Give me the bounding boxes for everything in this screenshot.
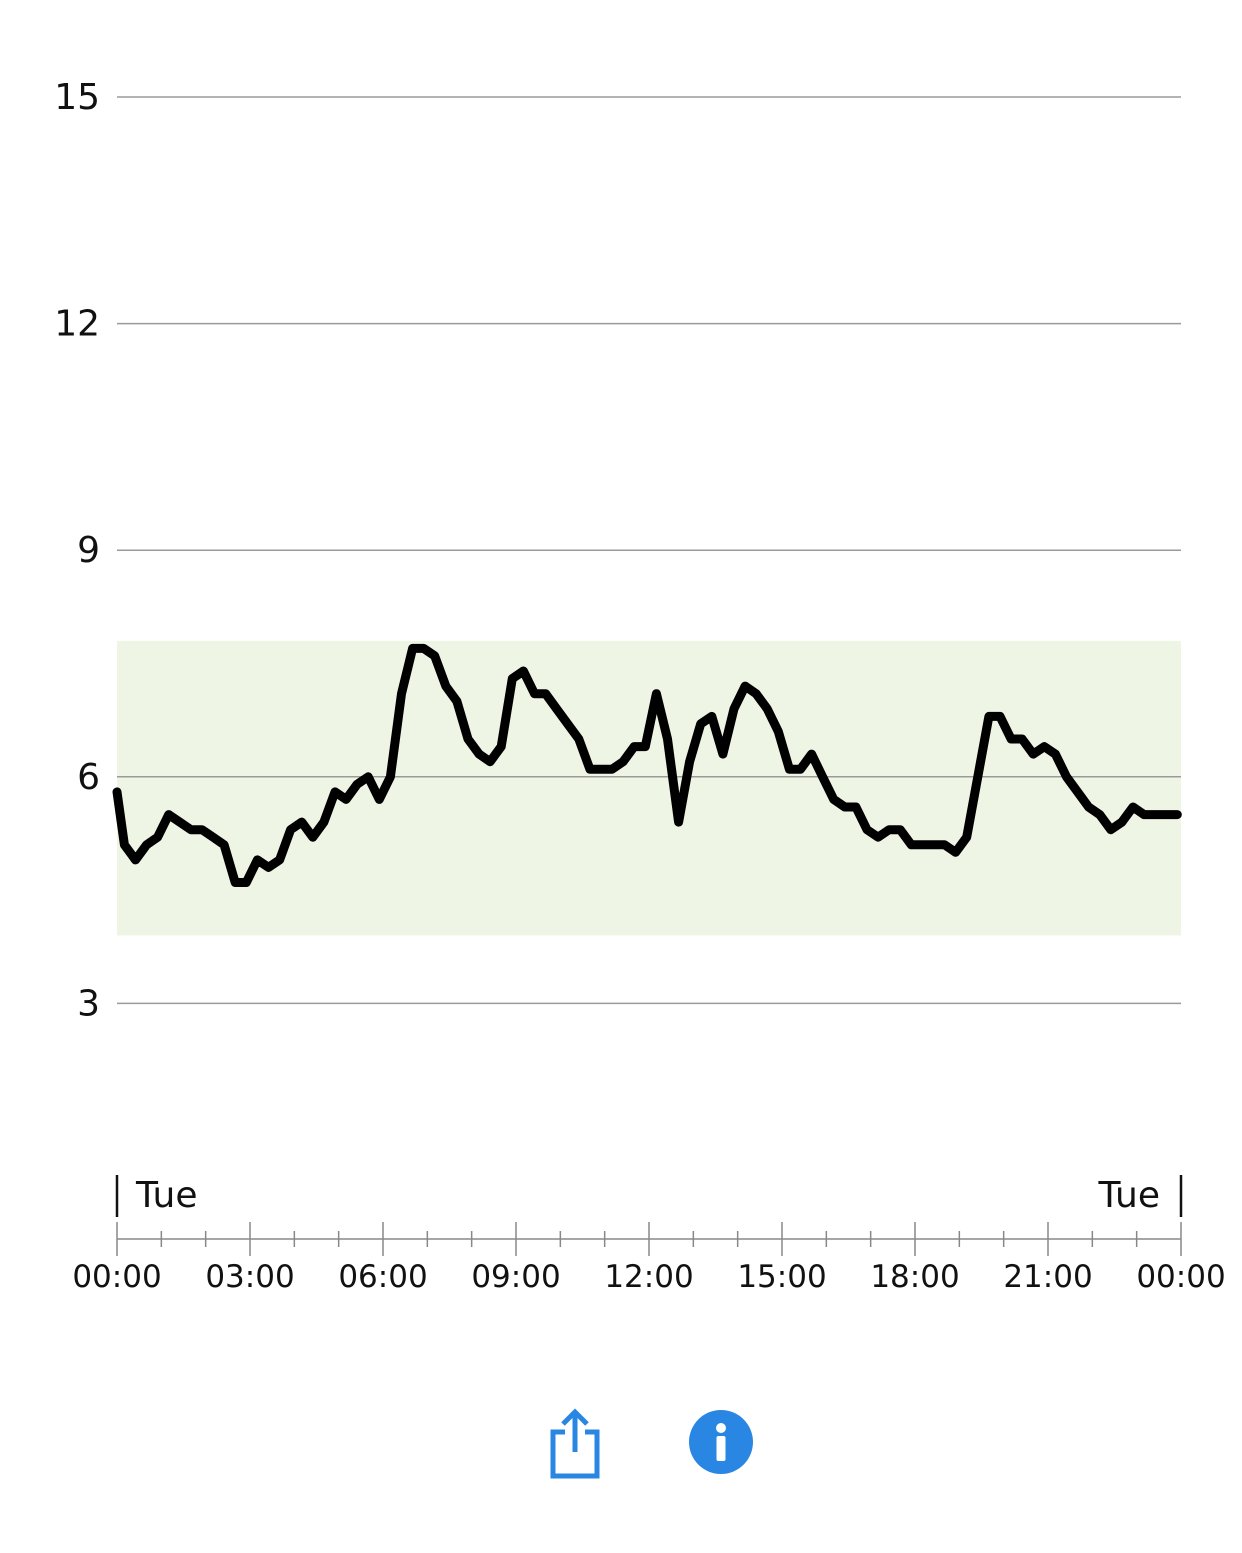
share-button[interactable]	[530, 1395, 620, 1485]
x-tick-label: 06:00	[338, 1259, 427, 1295]
info-icon	[689, 1410, 753, 1474]
x-tick-label: 03:00	[205, 1259, 294, 1295]
target-range-area	[117, 640, 1181, 936]
y-tick-label: 12	[54, 304, 100, 345]
day-start-label: Tue	[135, 1175, 198, 1216]
x-tick-label: 21:00	[1003, 1259, 1092, 1295]
x-tick-label: 18:00	[870, 1259, 959, 1295]
y-axis-labels: 3 6 9 12 15	[54, 77, 100, 1024]
x-tick-label: 00:00	[72, 1259, 161, 1295]
y-tick-label: 15	[54, 77, 100, 118]
x-tick-label: 15:00	[737, 1259, 826, 1295]
day-end-label: Tue	[1098, 1175, 1161, 1216]
glucose-chart: 3 6 9 12 15 00:00 03:00 06:00 09:00 12:00 15:00 18…	[54, 77, 1225, 1295]
glucose-line	[112, 643, 1182, 887]
bottom-toolbar	[0, 1395, 1242, 1495]
glucose-series	[112, 643, 1182, 887]
x-tick-label: 00:00	[1136, 1259, 1225, 1295]
x-axis-labels: 00:00 03:00 06:00 09:00 12:00 15:00 18:00 21:00…	[72, 1259, 1225, 1295]
share-icon	[550, 1408, 600, 1479]
day-markers: Tue Tue	[115, 1175, 1183, 1217]
y-gridlines	[117, 96, 1181, 1005]
info-button[interactable]	[676, 1397, 766, 1487]
y-tick-label: 6	[77, 757, 100, 798]
y-tick-label: 3	[77, 983, 100, 1024]
target-range-band	[117, 640, 1181, 936]
x-tick-label: 09:00	[471, 1259, 560, 1295]
x-axis	[116, 1222, 1182, 1256]
x-tick-label: 12:00	[604, 1259, 693, 1295]
y-tick-label: 9	[77, 530, 100, 571]
